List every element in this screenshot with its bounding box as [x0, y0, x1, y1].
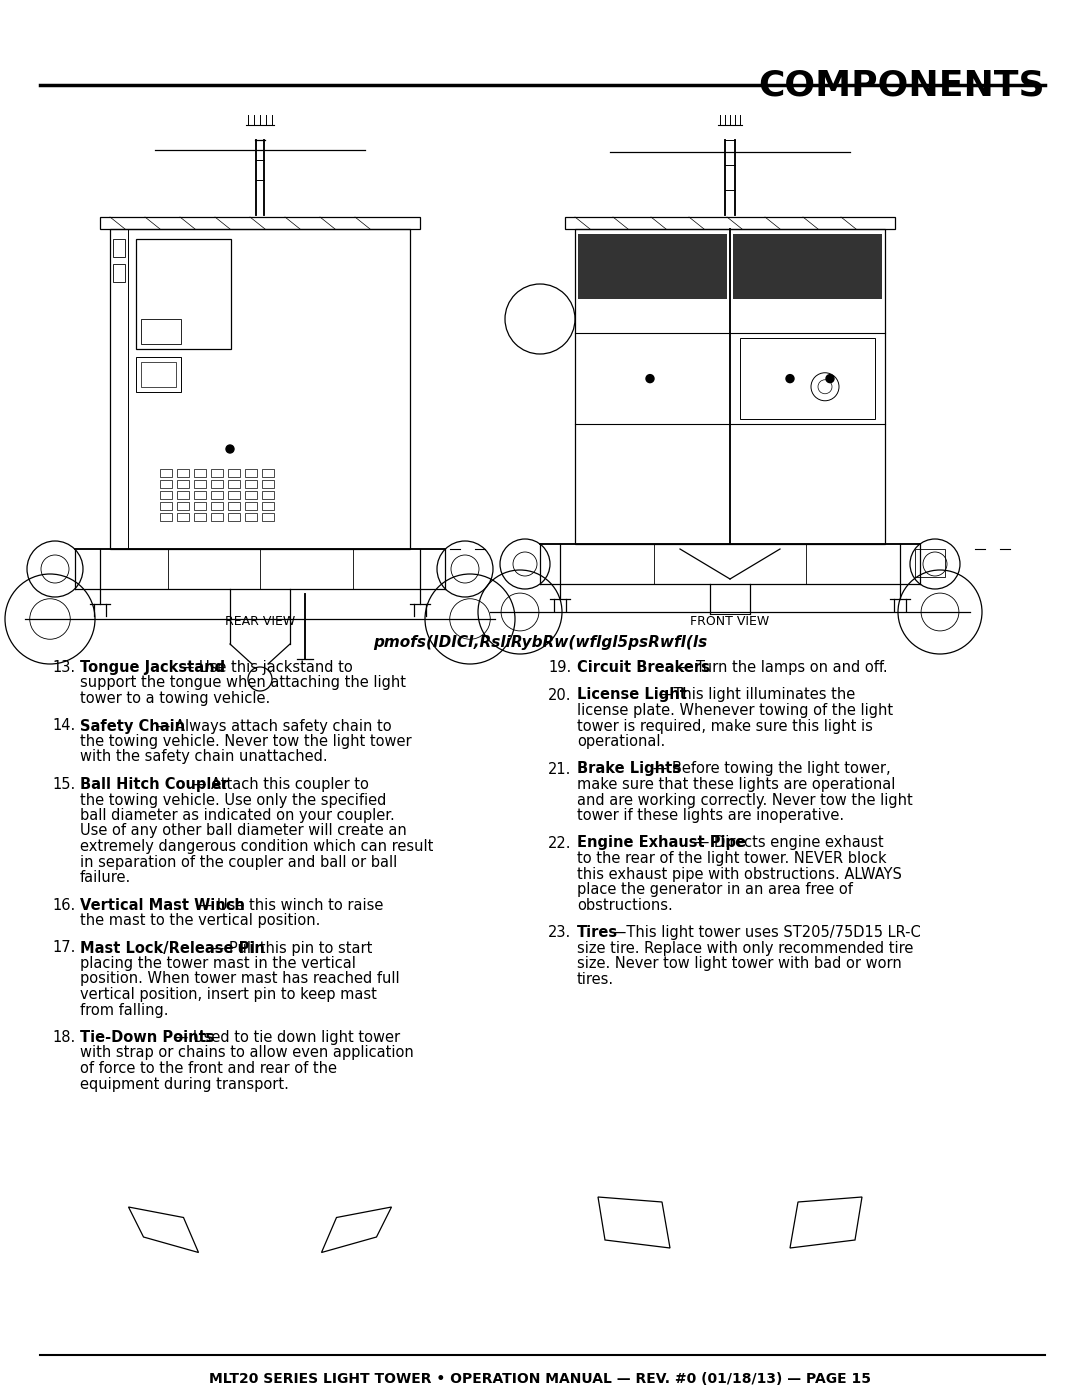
Text: with strap or chains to allow even application: with strap or chains to allow even appli…: [80, 1045, 414, 1060]
Text: the mast to the vertical position.: the mast to the vertical position.: [80, 914, 321, 928]
Text: — Always attach safety chain to: — Always attach safety chain to: [151, 718, 392, 733]
Text: — Used to tie down light tower: — Used to tie down light tower: [170, 1030, 401, 1045]
Text: of force to the front and rear of the: of force to the front and rear of the: [80, 1060, 337, 1076]
Text: Ball Hitch Coupler: Ball Hitch Coupler: [80, 777, 229, 792]
Text: Safety Chain: Safety Chain: [80, 718, 185, 733]
Text: 16.: 16.: [52, 897, 76, 912]
Text: — Attach this coupler to: — Attach this coupler to: [187, 777, 369, 792]
Text: the towing vehicle. Never tow the light tower: the towing vehicle. Never tow the light …: [80, 733, 411, 749]
Text: tower is required, make sure this light is: tower is required, make sure this light …: [577, 718, 873, 733]
Text: — Directs engine exhaust: — Directs engine exhaust: [690, 835, 883, 851]
Text: Circuit Breakers: Circuit Breakers: [577, 659, 710, 675]
Text: size. Never tow light tower with bad or worn: size. Never tow light tower with bad or …: [577, 956, 902, 971]
Text: vertical position, insert pin to keep mast: vertical position, insert pin to keep ma…: [80, 988, 377, 1002]
Text: equipment during transport.: equipment during transport.: [80, 1077, 288, 1091]
Text: Brake Lights: Brake Lights: [577, 761, 681, 777]
Text: Mast Lock/Release Pin: Mast Lock/Release Pin: [80, 940, 265, 956]
Text: extremely dangerous condition which can result: extremely dangerous condition which can …: [80, 840, 433, 854]
Text: pmofs(IDICI,RsliRybRw(wflgl5psRwfl(ls: pmofs(IDICI,RsliRybRw(wflgl5psRwfl(ls: [373, 636, 707, 650]
Text: Tires: Tires: [577, 925, 618, 940]
Text: 17.: 17.: [52, 940, 76, 956]
Circle shape: [786, 374, 794, 383]
Text: —This light tower uses ST205/75D15 LR-C: —This light tower uses ST205/75D15 LR-C: [607, 925, 920, 940]
Text: support the tongue when attaching the light: support the tongue when attaching the li…: [80, 676, 406, 690]
Text: tower if these lights are inoperative.: tower if these lights are inoperative.: [577, 807, 845, 823]
Text: 22.: 22.: [548, 835, 571, 851]
Text: 19.: 19.: [548, 659, 571, 675]
Text: from falling.: from falling.: [80, 1003, 168, 1017]
Text: 20.: 20.: [548, 687, 571, 703]
Text: the towing vehicle. Use only the specified: the towing vehicle. Use only the specifi…: [80, 792, 387, 807]
Text: 21.: 21.: [548, 761, 571, 777]
Text: Engine Exhaust Pipe: Engine Exhaust Pipe: [577, 835, 746, 851]
Text: this exhaust pipe with obstructions. ALWAYS: this exhaust pipe with obstructions. ALW…: [577, 866, 902, 882]
Text: COMPONENTS: COMPONENTS: [758, 68, 1045, 102]
Text: to the rear of the light tower. NEVER block: to the rear of the light tower. NEVER bl…: [577, 851, 887, 866]
Text: and are working correctly. Never tow the light: and are working correctly. Never tow the…: [577, 792, 913, 807]
Text: in separation of the coupler and ball or ball: in separation of the coupler and ball or…: [80, 855, 397, 869]
Circle shape: [226, 446, 234, 453]
Circle shape: [826, 374, 834, 383]
Text: position. When tower mast has reached full: position. When tower mast has reached fu…: [80, 971, 400, 986]
Polygon shape: [578, 235, 727, 299]
Text: tower to a towing vehicle.: tower to a towing vehicle.: [80, 692, 270, 705]
Text: failure.: failure.: [80, 870, 132, 886]
Text: obstructions.: obstructions.: [577, 897, 673, 912]
Text: — Use this winch to raise: — Use this winch to raise: [193, 897, 383, 912]
Text: operational.: operational.: [577, 733, 665, 749]
Text: FRONT VIEW: FRONT VIEW: [690, 615, 770, 629]
Text: placing the tower mast in the vertical: placing the tower mast in the vertical: [80, 956, 356, 971]
Text: license plate. Whenever towing of the light: license plate. Whenever towing of the li…: [577, 703, 893, 718]
Text: —This light illuminates the: —This light illuminates the: [654, 687, 855, 703]
Text: with the safety chain unattached.: with the safety chain unattached.: [80, 750, 327, 764]
Text: MLT20 SERIES LIGHT TOWER • OPERATION MANUAL — REV. #0 (01/18/13) — PAGE 15: MLT20 SERIES LIGHT TOWER • OPERATION MAN…: [210, 1372, 870, 1386]
Polygon shape: [733, 235, 882, 299]
Text: — Before towing the light tower,: — Before towing the light tower,: [648, 761, 891, 777]
Text: ball diameter as indicated on your coupler.: ball diameter as indicated on your coupl…: [80, 807, 395, 823]
Text: Use of any other ball diameter will create an: Use of any other ball diameter will crea…: [80, 823, 407, 838]
Text: 13.: 13.: [52, 659, 76, 675]
Text: 14.: 14.: [52, 718, 76, 733]
Text: — Pull this pin to start: — Pull this pin to start: [205, 940, 373, 956]
Text: License Light: License Light: [577, 687, 687, 703]
Text: — Turn the lamps on and off.: — Turn the lamps on and off.: [672, 659, 888, 675]
Text: REAR VIEW: REAR VIEW: [225, 615, 295, 629]
Text: place the generator in an area free of: place the generator in an area free of: [577, 882, 853, 897]
Text: Vertical Mast Winch: Vertical Mast Winch: [80, 897, 245, 912]
Text: Tongue Jackstand: Tongue Jackstand: [80, 659, 225, 675]
Text: 18.: 18.: [52, 1030, 76, 1045]
Text: 15.: 15.: [52, 777, 76, 792]
Circle shape: [646, 374, 654, 383]
Text: Tie-Down Points: Tie-Down Points: [80, 1030, 215, 1045]
Text: tires.: tires.: [577, 971, 615, 986]
Text: — Use this jackstand to: — Use this jackstand to: [175, 659, 353, 675]
Text: 23.: 23.: [548, 925, 571, 940]
Text: size tire. Replace with only recommended tire: size tire. Replace with only recommended…: [577, 940, 914, 956]
Text: make sure that these lights are operational: make sure that these lights are operatio…: [577, 777, 895, 792]
